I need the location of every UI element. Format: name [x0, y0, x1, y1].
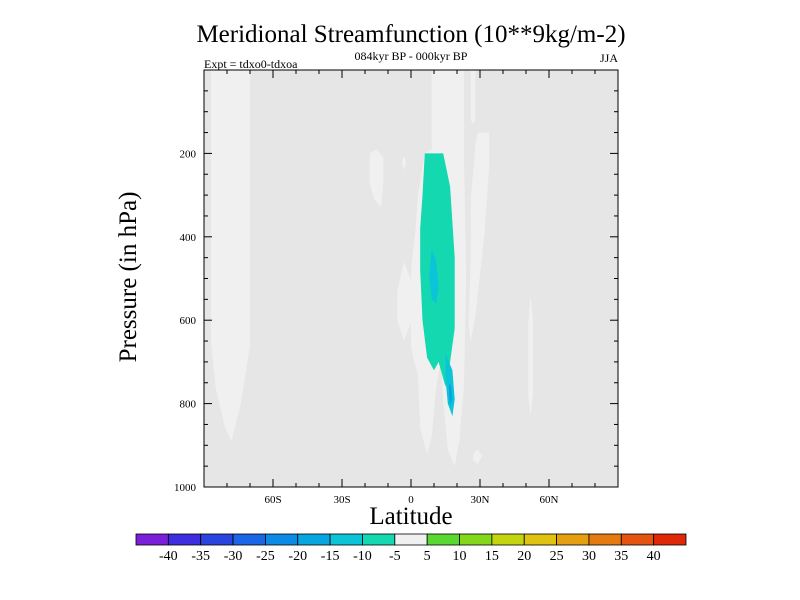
colorbar-label: -35: [191, 549, 210, 564]
chart-title: Meridional Streamfunction (10**9kg/m-2): [196, 21, 625, 48]
y-tick-label: 200: [180, 148, 197, 160]
colorbar-swatch: [491, 533, 525, 546]
y-axis-label: Pressure (in hPa): [115, 192, 142, 363]
colorbar-swatch: [588, 533, 622, 546]
colorbar-label: 5: [424, 549, 431, 564]
colorbar-swatch: [620, 533, 655, 546]
colorbar-swatch: [556, 533, 590, 546]
colorbar: -40 -35 -30 -25 -20 -15 -10 -5 5 10 15 20 25 30 35 40: [135, 533, 687, 564]
x-tick-label: 30N: [471, 494, 490, 506]
colorbar-label: 40: [647, 549, 661, 564]
colorbar-label: 20: [517, 549, 531, 564]
contour-region-9: [470, 70, 476, 125]
colorbar-swatch: [167, 533, 202, 546]
y-tick-label: 1000: [174, 482, 197, 494]
contour-region-1: [369, 149, 384, 208]
y-tick-label: 800: [180, 399, 197, 411]
contour-region-6: [429, 249, 439, 304]
chart-subtitle-left: Expt = tdxo0-tdxoa: [204, 57, 298, 71]
colorbar-swatch: [135, 533, 169, 546]
colorbar-swatch: [265, 533, 299, 546]
y-tick-label: 400: [180, 232, 197, 244]
x-tick-label: 60N: [540, 494, 559, 506]
chart-subtitle-center: 084kyr BP - 000kyr BP: [355, 49, 468, 63]
contour-region-10: [468, 132, 490, 342]
colorbar-swatch: [232, 533, 266, 546]
colorbar-label: 30: [582, 549, 596, 564]
x-tick-label: 0: [408, 494, 414, 506]
colorbar-label: -40: [159, 549, 178, 564]
colorbar-label: -5: [389, 549, 401, 564]
colorbar-swatch: [297, 533, 331, 546]
x-tick-label: 60S: [264, 494, 281, 506]
colorbar-label: -20: [288, 549, 307, 564]
colorbar-label: -15: [321, 549, 340, 564]
colorbar-label: 25: [550, 549, 564, 564]
colorbar-swatch: [329, 533, 363, 546]
colorbar-swatch: [459, 533, 493, 546]
colorbar-label: -25: [256, 549, 275, 564]
colorbar-label: 15: [485, 549, 499, 564]
contour-region-3: [397, 261, 414, 342]
contour-region-11: [473, 449, 483, 465]
contour-region-0: [210, 70, 250, 442]
contour-regions: [210, 70, 533, 467]
colorbar-swatch: [653, 533, 687, 546]
colorbar-swatch: [200, 533, 234, 546]
y-tick-label: 600: [180, 315, 197, 327]
contour-region-8: [449, 382, 453, 406]
colorbar-label: -10: [353, 549, 372, 564]
colorbar-label: -30: [224, 549, 243, 564]
x-axis-label: Latitude: [369, 503, 452, 530]
colorbar-label: 35: [614, 549, 628, 564]
colorbar-swatch: [394, 533, 428, 546]
x-tick-label: 30S: [333, 494, 350, 506]
contour-region-12: [528, 295, 533, 417]
contour-region-5: [420, 153, 455, 387]
colorbar-swatch: [523, 533, 557, 546]
colorbar-swatch: [426, 533, 460, 546]
colorbar-swatch: [362, 533, 396, 546]
colorbar-label: 10: [453, 549, 467, 564]
contour-region-2: [401, 155, 407, 171]
chart-subtitle-right: JJA: [600, 51, 618, 65]
axis-ticks: 60S 30S 0 30N 60N 200 400 600 800 1000: [174, 70, 618, 506]
